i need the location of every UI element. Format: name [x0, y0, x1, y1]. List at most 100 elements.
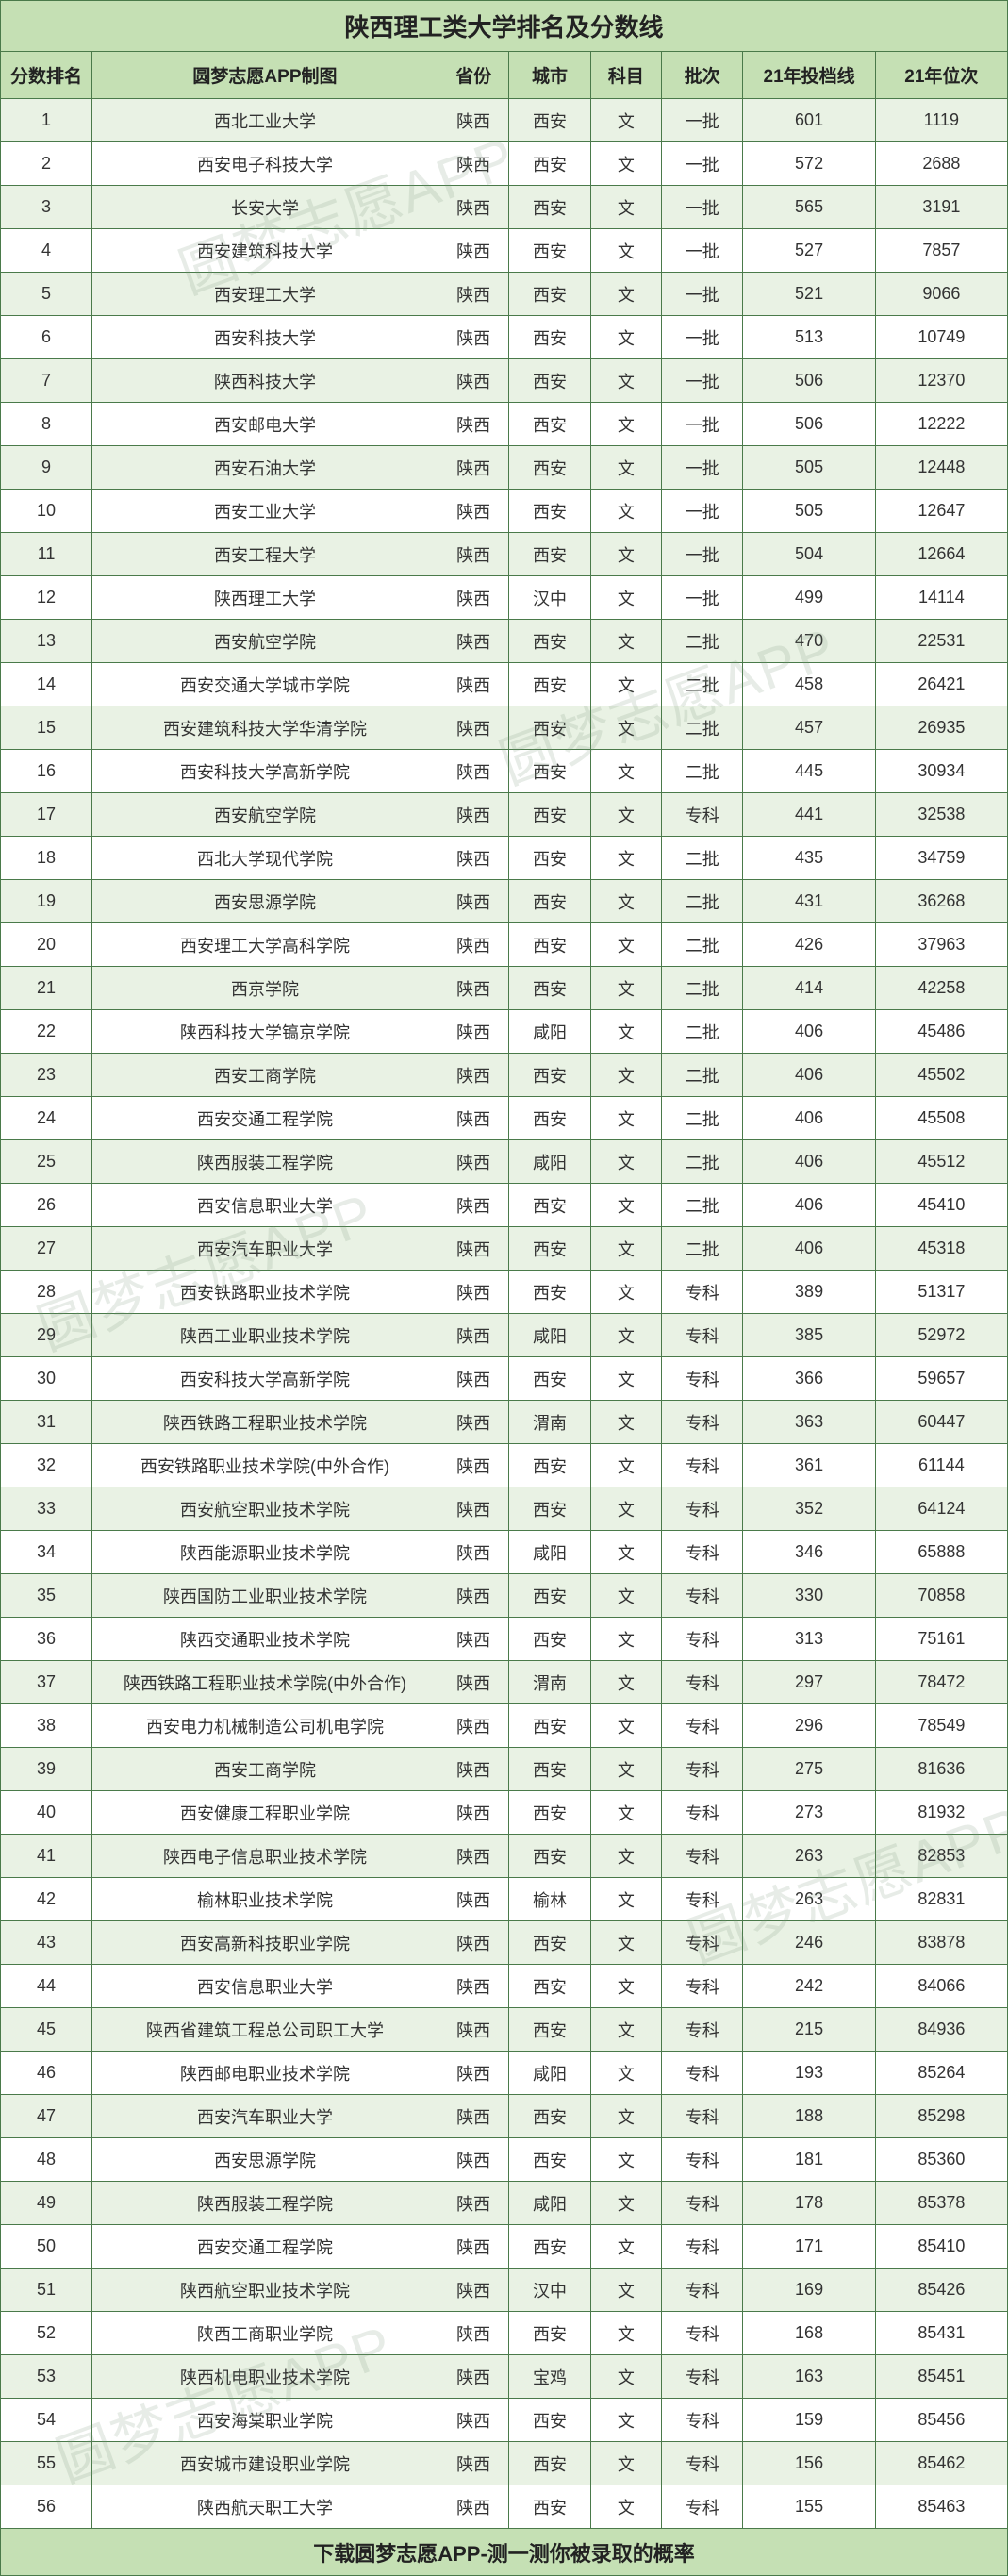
cell-prov: 陕西 [438, 1618, 509, 1661]
cell-score: 406 [743, 1184, 875, 1227]
cell-rank: 6 [1, 316, 92, 359]
table-row: 23西安工商学院陕西西安文二批40645502 [1, 1054, 1008, 1097]
cell-subj: 文 [590, 2182, 662, 2225]
cell-pos: 26421 [875, 663, 1007, 706]
cell-subj: 文 [590, 967, 662, 1010]
cell-batch: 二批 [662, 750, 743, 793]
cell-name: 西安航空学院 [92, 620, 438, 663]
cell-city: 西安 [509, 142, 590, 186]
cell-rank: 1 [1, 99, 92, 142]
table-row: 21西京学院陕西西安文二批41442258 [1, 967, 1008, 1010]
cell-rank: 28 [1, 1271, 92, 1314]
cell-name: 西安海棠职业学院 [92, 2399, 438, 2442]
cell-prov: 陕西 [438, 1054, 509, 1097]
cell-prov: 陕西 [438, 1357, 509, 1401]
cell-batch: 专科 [662, 1704, 743, 1748]
cell-batch: 专科 [662, 2355, 743, 2399]
cell-pos: 30934 [875, 750, 1007, 793]
cell-city: 西安 [509, 1444, 590, 1487]
cell-name: 陕西科技大学 [92, 359, 438, 403]
cell-city: 西安 [509, 2095, 590, 2138]
cell-score: 441 [743, 793, 875, 837]
cell-pos: 64124 [875, 1487, 1007, 1531]
cell-name: 陕西服装工程学院 [92, 2182, 438, 2225]
cell-subj: 文 [590, 2442, 662, 2485]
cell-prov: 陕西 [438, 1878, 509, 1921]
cell-batch: 一批 [662, 142, 743, 186]
cell-name: 西安交通工程学院 [92, 2225, 438, 2269]
cell-rank: 22 [1, 1010, 92, 1054]
cell-city: 西安 [509, 533, 590, 576]
cell-rank: 20 [1, 923, 92, 967]
cell-city: 西安 [509, 186, 590, 229]
cell-batch: 专科 [662, 2485, 743, 2529]
cell-rank: 36 [1, 1618, 92, 1661]
cell-prov: 陕西 [438, 1531, 509, 1574]
cell-score: 168 [743, 2312, 875, 2355]
col-header-score: 21年投档线 [743, 52, 875, 99]
cell-prov: 陕西 [438, 1227, 509, 1271]
table-row: 53陕西机电职业技术学院陕西宝鸡文专科16385451 [1, 2355, 1008, 2399]
cell-city: 西安 [509, 1574, 590, 1618]
col-header-name: 圆梦志愿APP制图 [92, 52, 438, 99]
cell-rank: 27 [1, 1227, 92, 1271]
cell-subj: 文 [590, 1574, 662, 1618]
cell-name: 西安汽车职业大学 [92, 1227, 438, 1271]
cell-rank: 42 [1, 1878, 92, 1921]
cell-city: 西安 [509, 1271, 590, 1314]
cell-rank: 47 [1, 2095, 92, 2138]
cell-prov: 陕西 [438, 1704, 509, 1748]
cell-subj: 文 [590, 1791, 662, 1835]
cell-prov: 陕西 [438, 446, 509, 490]
table-row: 27西安汽车职业大学陕西西安文二批40645318 [1, 1227, 1008, 1271]
cell-pos: 61144 [875, 1444, 1007, 1487]
cell-batch: 二批 [662, 837, 743, 880]
cell-pos: 45486 [875, 1010, 1007, 1054]
cell-city: 渭南 [509, 1401, 590, 1444]
title-row: 陕西理工类大学排名及分数线 [1, 1, 1008, 52]
cell-subj: 文 [590, 2355, 662, 2399]
cell-subj: 文 [590, 2399, 662, 2442]
cell-pos: 85451 [875, 2355, 1007, 2399]
cell-city: 汉中 [509, 2269, 590, 2312]
table-row: 9西安石油大学陕西西安文一批50512448 [1, 446, 1008, 490]
cell-prov: 陕西 [438, 316, 509, 359]
cell-rank: 14 [1, 663, 92, 706]
cell-name: 西安建筑科技大学华清学院 [92, 706, 438, 750]
cell-rank: 18 [1, 837, 92, 880]
cell-city: 西安 [509, 1618, 590, 1661]
cell-score: 313 [743, 1618, 875, 1661]
cell-score: 155 [743, 2485, 875, 2529]
cell-rank: 35 [1, 1574, 92, 1618]
cell-batch: 专科 [662, 1271, 743, 1314]
cell-subj: 文 [590, 793, 662, 837]
cell-city: 西安 [509, 273, 590, 316]
cell-name: 陕西铁路工程职业技术学院 [92, 1401, 438, 1444]
cell-score: 457 [743, 706, 875, 750]
cell-city: 汉中 [509, 576, 590, 620]
cell-name: 西安铁路职业技术学院(中外合作) [92, 1444, 438, 1487]
cell-subj: 文 [590, 1054, 662, 1097]
cell-prov: 陕西 [438, 837, 509, 880]
cell-subj: 文 [590, 2225, 662, 2269]
cell-name: 西安理工大学 [92, 273, 438, 316]
col-header-city: 城市 [509, 52, 590, 99]
header-row: 分数排名圆梦志愿APP制图省份城市科目批次21年投档线21年位次 [1, 52, 1008, 99]
cell-rank: 55 [1, 2442, 92, 2485]
cell-rank: 54 [1, 2399, 92, 2442]
cell-score: 406 [743, 1010, 875, 1054]
cell-prov: 陕西 [438, 1835, 509, 1878]
cell-batch: 专科 [662, 1487, 743, 1531]
footer-row: 下载圆梦志愿APP-测一测你被录取的概率 [1, 2529, 1008, 2576]
cell-subj: 文 [590, 1140, 662, 1184]
table-row: 38西安电力机械制造公司机电学院陕西西安文专科29678549 [1, 1704, 1008, 1748]
cell-score: 406 [743, 1227, 875, 1271]
cell-name: 西安汽车职业大学 [92, 2095, 438, 2138]
cell-subj: 文 [590, 1835, 662, 1878]
cell-rank: 52 [1, 2312, 92, 2355]
cell-pos: 78472 [875, 1661, 1007, 1704]
cell-subj: 文 [590, 1184, 662, 1227]
cell-name: 陕西机电职业技术学院 [92, 2355, 438, 2399]
cell-subj: 文 [590, 186, 662, 229]
cell-name: 西安电力机械制造公司机电学院 [92, 1704, 438, 1748]
